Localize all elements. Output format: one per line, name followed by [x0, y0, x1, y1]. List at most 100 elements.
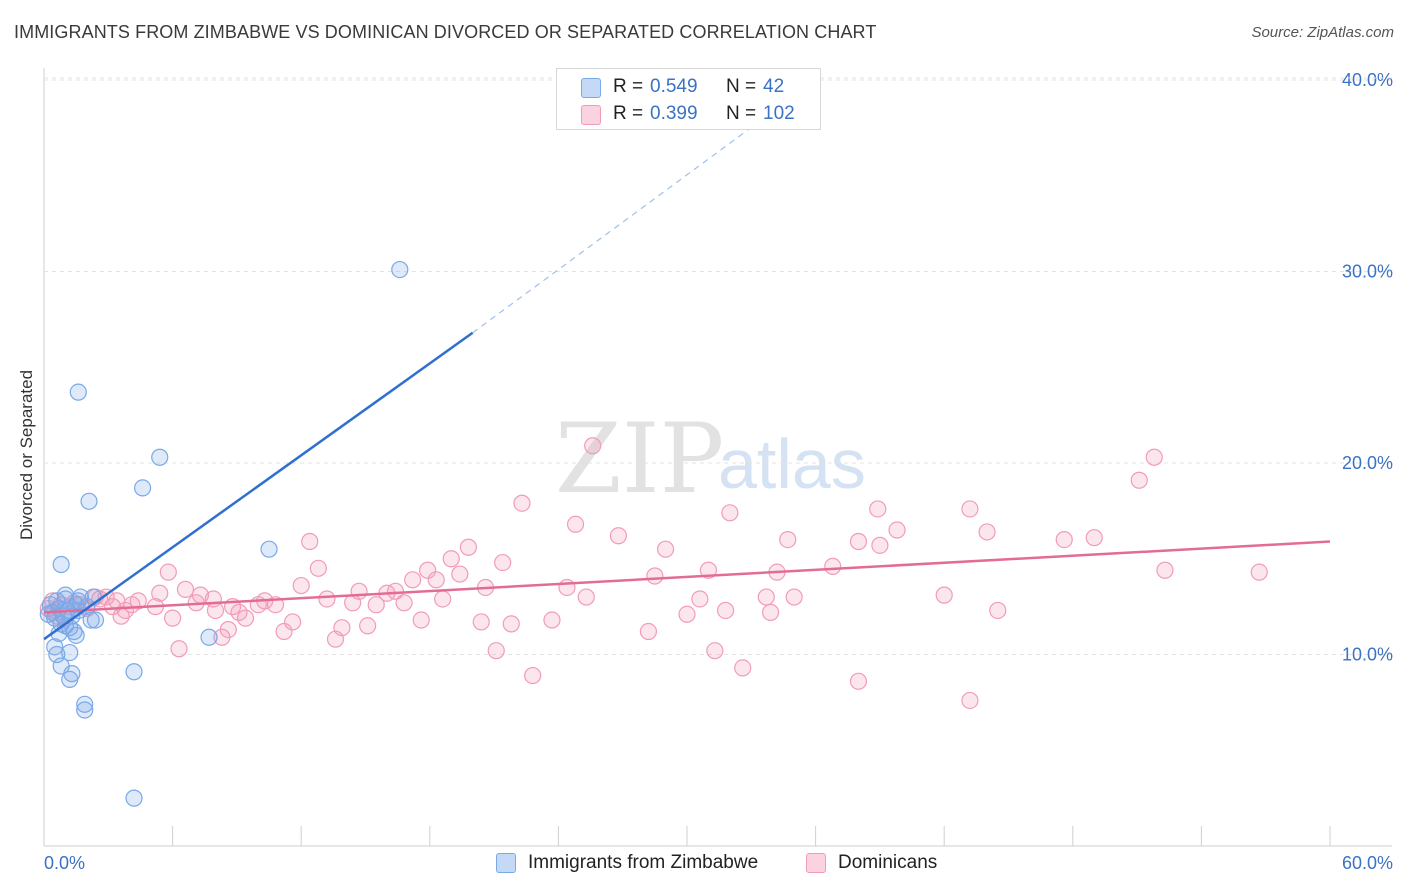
x-tick-label: 60.0% — [1342, 853, 1393, 873]
point-dominicans — [577, 588, 595, 606]
point-zimbabwe — [391, 260, 409, 279]
point-dominicans — [230, 603, 248, 621]
point-dominicans — [427, 571, 445, 589]
y-tick-label: 20.0% — [1342, 453, 1393, 473]
point-zimbabwe — [260, 540, 278, 558]
point-dominicans — [494, 553, 512, 572]
point-zimbabwe — [76, 695, 94, 713]
point-dominicans — [824, 557, 842, 576]
point-dominicans — [236, 609, 255, 627]
point-zimbabwe — [69, 383, 87, 401]
point-zimbabwe — [125, 789, 143, 807]
legend-swatch-dominicans — [581, 105, 601, 125]
point-dominicans — [275, 622, 293, 641]
point-zimbabwe — [67, 596, 85, 614]
legend-r-label: R = — [613, 76, 644, 97]
x-tick-label: 0.0% — [44, 853, 85, 873]
y-tick-label: 10.0% — [1342, 645, 1393, 665]
point-zimbabwe — [61, 643, 79, 662]
series-label-zimbabwe: Immigrants from Zimbabwe — [528, 852, 759, 873]
point-dominicans — [978, 523, 996, 541]
point-zimbabwe — [86, 611, 105, 629]
legend-n-value: 42 — [763, 76, 785, 97]
point-zimbabwe — [125, 663, 143, 681]
point-dominicans — [502, 615, 520, 633]
point-dominicans — [176, 580, 195, 598]
y-tick-label: 40.0% — [1342, 70, 1393, 90]
point-dominicans — [333, 619, 351, 637]
point-dominicans — [164, 609, 182, 627]
legend-n-label: N = — [726, 103, 757, 124]
legend-r-label: R = — [613, 103, 644, 124]
point-dominicans — [543, 611, 561, 629]
point-dominicans — [159, 563, 177, 581]
trendline-zimbabwe — [43, 331, 474, 641]
point-dominicans — [785, 588, 803, 606]
series-label-dominicans: Dominicans — [838, 852, 938, 873]
point-dominicans — [151, 584, 169, 602]
point-dominicans — [734, 659, 752, 677]
legend-r-value: 0.549 — [650, 76, 698, 97]
chart-title: IMMIGRANTS FROM ZIMBABWE VS DOMINICAN DI… — [14, 22, 877, 42]
correlation-legend: R = 0.549 N = 42 R = 0.399 N = 102 — [556, 68, 821, 130]
point-zimbabwe — [76, 701, 94, 719]
point-dominicans — [1145, 448, 1163, 466]
point-dominicans — [318, 590, 336, 608]
point-dominicans — [609, 527, 628, 545]
legend-swatch-zimbabwe — [581, 78, 601, 98]
point-zimbabwe — [52, 555, 70, 574]
point-dominicans — [558, 578, 576, 597]
point-dominicans — [386, 582, 405, 600]
trendline-dominicans — [43, 540, 1331, 614]
point-dominicans — [309, 559, 327, 577]
point-zimbabwe — [82, 611, 100, 629]
point-dominicans — [359, 617, 377, 635]
point-dominicans — [961, 500, 979, 518]
watermark-zip: ZIP — [555, 403, 724, 515]
series-swatch-zimbabwe — [496, 853, 516, 873]
point-dominicans — [888, 521, 906, 539]
point-dominicans — [367, 596, 385, 614]
point-dominicans — [761, 603, 780, 621]
point-dominicans — [292, 576, 310, 595]
point-dominicans — [284, 613, 302, 631]
point-dominicans — [472, 613, 490, 631]
point-dominicans — [219, 621, 237, 639]
point-dominicans — [301, 532, 319, 551]
point-dominicans — [716, 601, 735, 620]
point-zimbabwe — [200, 628, 218, 646]
point-dominicans — [1130, 471, 1148, 489]
point-dominicans — [1055, 530, 1073, 549]
point-dominicans — [1085, 529, 1103, 547]
point-zimbabwe — [67, 626, 85, 644]
point-dominicans — [350, 582, 368, 600]
point-dominicans — [1156, 561, 1174, 579]
watermark-atlas: atlas — [718, 425, 866, 503]
point-dominicans — [566, 515, 585, 533]
point-dominicans — [869, 500, 887, 518]
point-dominicans — [849, 672, 868, 690]
point-dominicans — [419, 561, 437, 579]
point-zimbabwe — [63, 665, 81, 683]
point-dominicans — [871, 536, 889, 554]
point-zimbabwe — [80, 492, 98, 510]
point-dominicans — [721, 504, 739, 522]
point-dominicans — [935, 586, 953, 604]
point-dominicans — [849, 532, 868, 551]
point-dominicans — [129, 592, 147, 610]
point-dominicans — [404, 571, 422, 589]
point-dominicans — [1250, 563, 1268, 581]
point-dominicans — [584, 437, 602, 455]
point-dominicans — [434, 590, 452, 608]
legend-n-value: 102 — [763, 103, 795, 124]
point-dominicans — [170, 640, 188, 658]
point-dominicans — [656, 540, 675, 558]
point-dominicans — [639, 622, 658, 641]
y-tick-label: 30.0% — [1342, 262, 1393, 282]
point-dominicans — [706, 642, 724, 660]
point-dominicans — [646, 567, 664, 585]
point-dominicans — [699, 561, 718, 579]
legend-n-label: N = — [726, 76, 757, 97]
point-dominicans — [961, 691, 979, 710]
